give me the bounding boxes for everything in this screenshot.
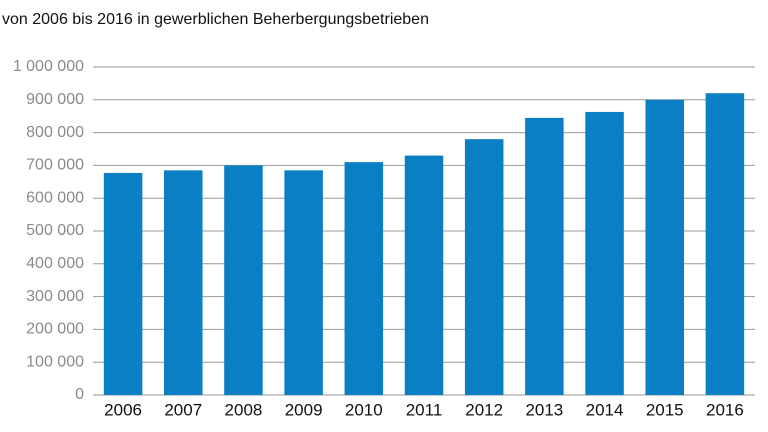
x-tick-label: 2016 — [706, 400, 744, 419]
bar — [464, 139, 504, 395]
x-tick-label: 2011 — [406, 400, 443, 419]
x-tick-label: 2013 — [525, 400, 563, 419]
y-tick-label: 800 000 — [26, 124, 84, 141]
y-tick-label: 500 000 — [26, 222, 84, 239]
chart-subtitle: von 2006 bis 2016 in gewerblichen Beherb… — [2, 11, 429, 28]
y-tick-label: 0 — [75, 386, 84, 403]
bar — [224, 165, 263, 395]
y-tick-label: 300 000 — [26, 288, 84, 305]
x-tick-label: 2014 — [586, 400, 624, 419]
x-tick-label: 2010 — [345, 400, 383, 419]
x-tick-label: 2012 — [465, 400, 503, 419]
x-tick-label: 2007 — [164, 400, 202, 419]
y-tick-label: 100 000 — [26, 353, 84, 370]
bar — [344, 162, 384, 395]
x-tick-label: 2008 — [225, 400, 263, 419]
bar — [164, 170, 203, 395]
y-tick-label: 700 000 — [26, 157, 84, 174]
bar — [284, 170, 323, 395]
x-tick-label: 2006 — [104, 400, 142, 419]
y-tick-label: 900 000 — [26, 91, 84, 108]
y-tick-label: 600 000 — [26, 189, 84, 206]
y-tick-label: 400 000 — [26, 255, 84, 272]
bar — [645, 99, 684, 396]
bar — [404, 155, 444, 395]
x-tick-label: 2009 — [285, 400, 323, 419]
bar — [525, 117, 564, 395]
y-tick-label: 1 000 000 — [13, 58, 84, 75]
bar — [585, 111, 624, 395]
y-tick-label: 200 000 — [26, 321, 84, 338]
bar — [103, 172, 143, 395]
x-tick-label: 2015 — [646, 400, 684, 419]
bar — [705, 93, 745, 396]
